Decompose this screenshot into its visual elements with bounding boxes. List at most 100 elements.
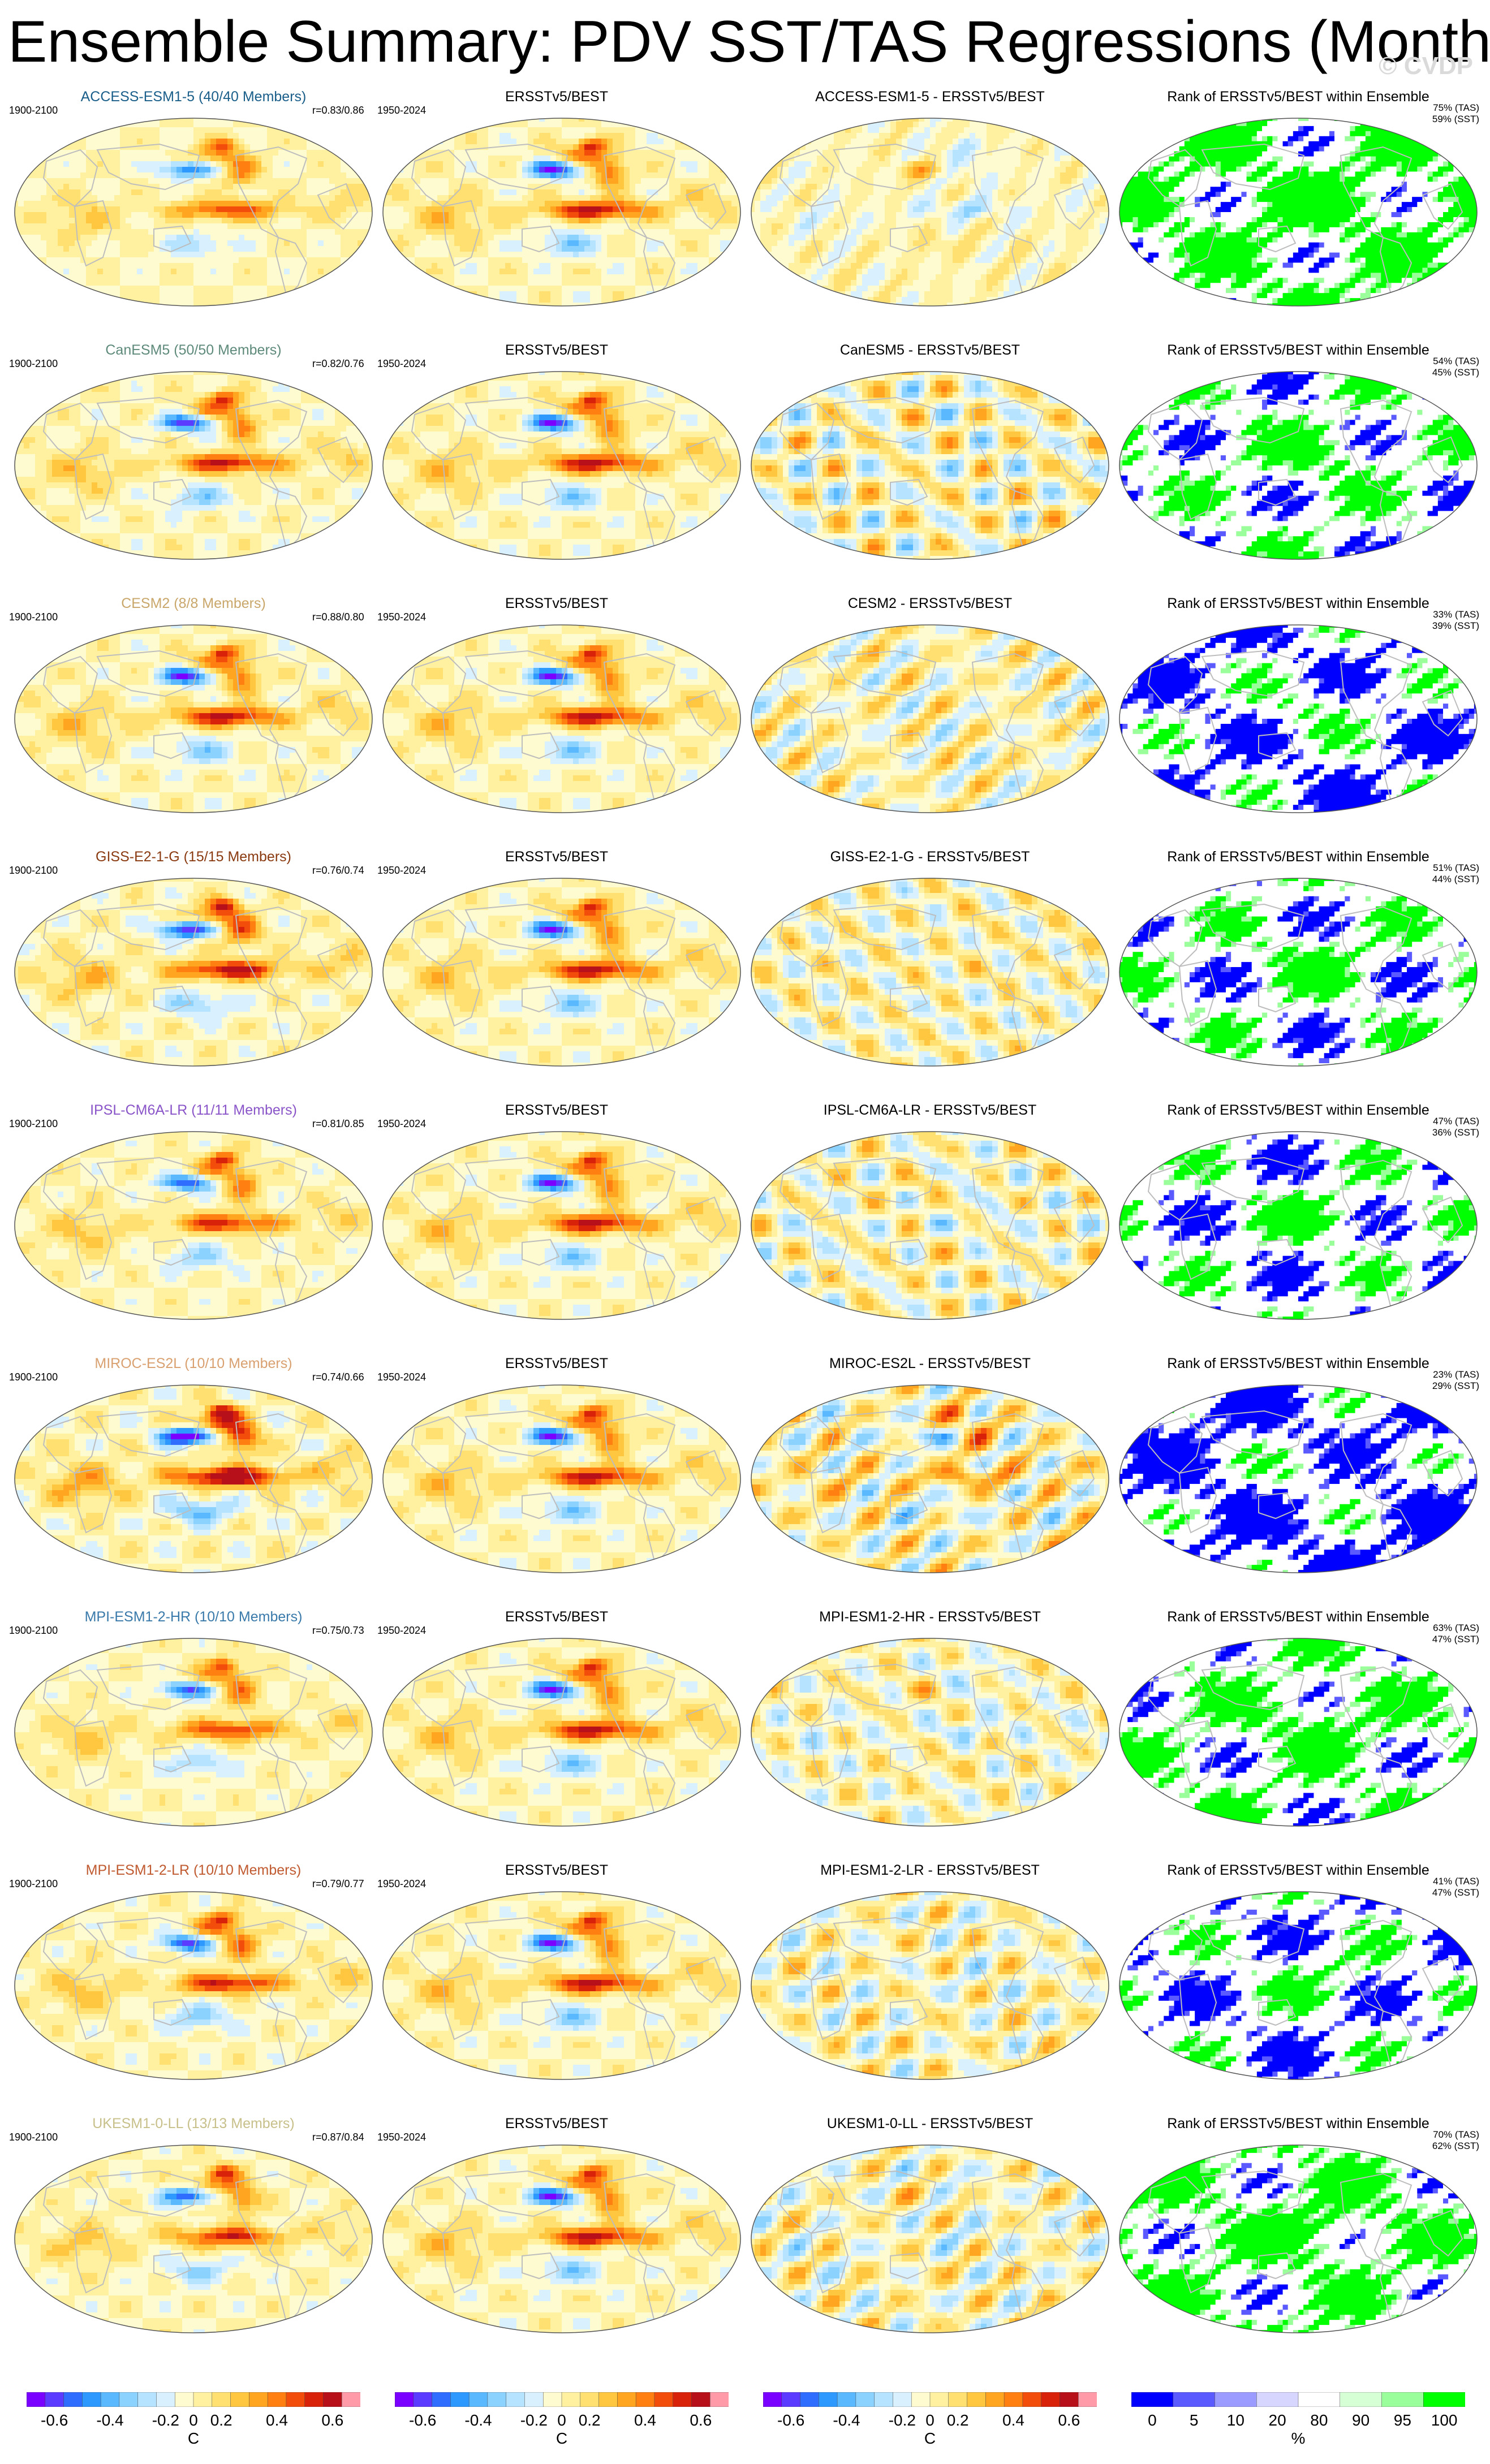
diff-column-title: CanESM5 - ERSSTv5/BEST [749,342,1111,359]
obs-column-title: ERSSTv5/BEST [505,1102,608,1119]
colorbar-tick-label: 0.4 [634,2411,656,2430]
diff-map-panel [749,876,1111,1068]
colorbar-swatch [1215,2392,1257,2407]
colorbar-swatch [875,2392,893,2407]
colorbar-tick-label: -0.2 [889,2411,916,2430]
colorbar-swatch [268,2392,286,2407]
colorbar-swatch [985,2392,1004,2407]
model-map-panel [12,623,374,815]
obs-map-panel [381,369,743,562]
rank-tas-percent: 47% (TAS) [1400,1116,1479,1127]
colorbar-swatch [82,2392,101,2407]
regression-colorbar [395,2392,729,2407]
colorbar-swatch [231,2392,249,2407]
colorbar-swatch [911,2392,930,2407]
model-map-panel [12,1636,374,1828]
model-map-panel [12,2143,374,2335]
colorbar-swatch [949,2392,967,2407]
rank-map-panel [1117,1383,1479,1575]
model-map-panel [12,876,374,1068]
colorbar-swatch [432,2392,451,2407]
colorbar-unit-label: C [924,2430,936,2448]
model-period-label: 1900-2100 [9,105,58,116]
colorbar-swatch [27,2392,45,2407]
colorbar-swatch [654,2392,673,2407]
colorbar-tick-label: 0.2 [210,2411,232,2430]
pattern-correlation-label: r=0.74/0.66 [312,1371,364,1383]
model-ensemble-label: ACCESS-ESM1-5 (40/40 Members) [12,89,374,105]
colorbar-tick-label: -0.6 [409,2411,436,2430]
diff-map-panel [749,1889,1111,2082]
obs-period-label: 1950-2024 [377,1625,426,1637]
model-ensemble-label: UKESM1-0-LL (13/13 Members) [12,2116,374,2132]
colorbar-swatch [395,2392,414,2407]
obs-period-label: 1950-2024 [377,865,426,877]
colorbar-swatch [691,2392,710,2407]
model-period-label: 1900-2100 [9,358,58,370]
rank-tas-percent: 33% (TAS) [1400,609,1479,620]
obs-map-panel [381,116,743,308]
diff-column-title: MPI-ESM1-2-HR - ERSSTv5/BEST [749,1609,1111,1625]
model-ensemble-label: MIROC-ES2L (10/10 Members) [12,1356,374,1372]
diff-column-title: ACCESS-ESM1-5 - ERSSTv5/BEST [749,89,1111,105]
colorbar-swatch [893,2392,911,2407]
colorbar-swatch [1382,2392,1424,2407]
model-ensemble-label: GISS-E2-1-G (15/15 Members) [12,849,374,865]
colorbar-swatch [819,2392,837,2407]
obs-map-panel [381,1636,743,1828]
pattern-correlation-label: r=0.76/0.74 [312,865,364,877]
model-map-panel [12,369,374,562]
colorbar-tick-label: 0.6 [321,2411,343,2430]
colorbar-tick-label: 0.2 [579,2411,601,2430]
colorbar-tick-label: 0.2 [947,2411,969,2430]
colorbar-swatch [562,2392,580,2407]
obs-map-panel [381,1889,743,2082]
colorbar-swatch [1298,2392,1340,2407]
rank-map-panel [1117,623,1479,815]
model-map-panel [12,1383,374,1575]
colorbar-swatch [1041,2392,1060,2407]
obs-column-title: ERSSTv5/BEST [505,1862,608,1879]
pattern-correlation-label: r=0.75/0.73 [312,1625,364,1637]
diff-map-panel [749,369,1111,562]
colorbar-swatch [673,2392,692,2407]
colorbar-swatch [249,2392,268,2407]
obs-period-label: 1950-2024 [377,1371,426,1383]
colorbar-tick-label: 10 [1227,2411,1244,2430]
colorbar-tick-label: 100 [1431,2411,1458,2430]
colorbar-tick-label: -0.2 [520,2411,548,2430]
colorbar-swatch [45,2392,64,2407]
rank-tas-percent: 23% (TAS) [1400,1369,1479,1380]
colorbar-tick-label: 0.4 [266,2411,288,2430]
colorbar-swatch [286,2392,305,2407]
obs-map-panel [381,1129,743,1322]
colorbar-tick-label: -0.4 [96,2411,123,2430]
colorbar-swatch [1060,2392,1078,2407]
model-period-label: 1900-2100 [9,1625,58,1637]
rank-tas-percent: 51% (TAS) [1400,862,1479,874]
colorbar-swatch [193,2392,212,2407]
diff-column-title: UKESM1-0-LL - ERSSTv5/BEST [749,2116,1111,2132]
colorbar-swatch [599,2392,618,2407]
obs-column-title: ERSSTv5/BEST [505,1356,608,1372]
colorbar-swatch [1131,2392,1173,2407]
colorbar-swatch [617,2392,636,2407]
colorbar-tick-label: 0 [189,2411,198,2430]
model-map-panel [12,1129,374,1322]
colorbar-swatch [156,2392,175,2407]
obs-column-title: ERSSTv5/BEST [505,342,608,359]
colorbar-swatch [782,2392,800,2407]
diff-column-title: GISS-E2-1-G - ERSSTv5/BEST [749,849,1111,865]
colorbar-swatch [967,2392,986,2407]
colorbar-swatch [469,2392,488,2407]
colorbar-swatch [342,2392,360,2407]
colorbar-tick-label: 80 [1310,2411,1328,2430]
colorbar-swatch [1004,2392,1023,2407]
model-period-label: 1900-2100 [9,1118,58,1130]
colorbar-swatch [101,2392,119,2407]
cvdp-logo: © CVDP [1379,52,1473,80]
model-map-panel [12,116,374,308]
obs-map-panel [381,876,743,1068]
colorbar-swatch [414,2392,432,2407]
rank-map-panel [1117,1129,1479,1322]
